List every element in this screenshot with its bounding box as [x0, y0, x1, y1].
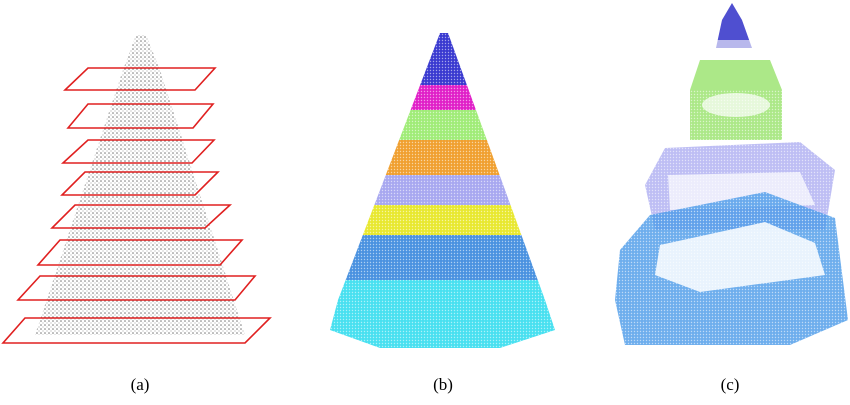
slice-plane — [63, 67, 217, 91]
panel-a — [1, 35, 272, 344]
panel-b — [330, 33, 555, 348]
slice-plane — [16, 275, 257, 301]
slice-green — [690, 60, 782, 140]
slice-planes — [1, 67, 272, 344]
panel-label: (b) — [433, 375, 453, 394]
panel-label: (a) — [131, 375, 150, 394]
slice-plane — [66, 103, 215, 129]
slice-blue — [615, 192, 848, 345]
panel-label: (c) — [721, 375, 740, 394]
slice-plane — [36, 239, 244, 266]
slice-top — [716, 3, 752, 48]
cone-texture — [330, 33, 555, 348]
slice-plane — [1, 317, 272, 344]
slice-top-gap — [712, 40, 755, 50]
slice-plane — [50, 204, 233, 229]
panel-c — [615, 3, 848, 345]
point-cloud-cone — [35, 35, 245, 335]
slice-plane — [60, 171, 220, 196]
slice-plane — [60, 139, 216, 164]
